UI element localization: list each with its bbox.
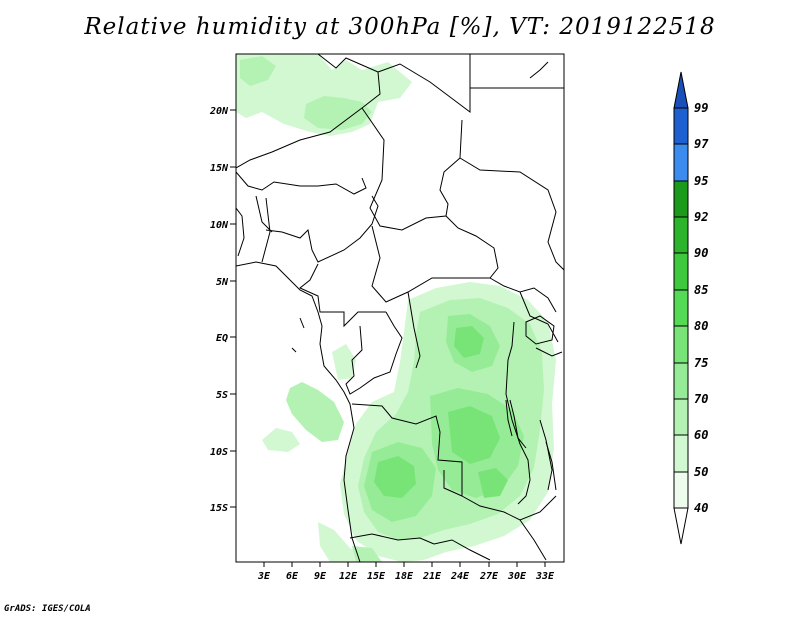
lon-label: 33E <box>535 571 555 582</box>
shade-north-inner <box>304 96 372 130</box>
colorbar-segment <box>673 216 689 254</box>
border-angola-south <box>349 533 435 545</box>
humidity-shading <box>236 54 556 562</box>
chart-title: Relative humidity at 300hPa [%], VT: 201… <box>84 14 716 40</box>
colorbar-segment <box>673 398 689 436</box>
lon-tick-labels: 3E 6E 9E 12E 15E 18E 21E 24E 27E 30E 33E <box>257 571 555 582</box>
colorbar-label: 40 <box>694 501 708 515</box>
lake-victoria <box>525 315 555 345</box>
border-cameroon <box>299 263 386 328</box>
colorbar-segment <box>673 289 689 327</box>
colorbar-top-arrow <box>673 71 689 109</box>
lon-label: 18E <box>395 571 414 582</box>
colorbar-label: 97 <box>694 137 709 151</box>
shade-west-blob-outer <box>262 428 300 452</box>
border-west-africa <box>236 171 367 195</box>
lat-label: 5S <box>216 390 228 401</box>
lon-label: 30E <box>507 571 527 582</box>
border-drc-east <box>505 321 531 505</box>
shade-central-strip <box>332 344 356 380</box>
colorbar-segment <box>673 362 689 400</box>
colorbar-label: 92 <box>694 210 708 224</box>
colorbar-label: 75 <box>694 356 708 370</box>
lat-label: 5N <box>216 277 229 288</box>
border-left-strip <box>236 195 273 257</box>
lon-label: 27E <box>479 571 499 582</box>
shade-peak-1 <box>454 326 484 358</box>
colorbar-label: 95 <box>694 174 708 188</box>
border-south <box>433 519 547 561</box>
lake-malawi <box>545 441 557 491</box>
shade-peak-2 <box>448 406 500 464</box>
coast-gulf <box>291 317 305 353</box>
coast-north-east <box>529 61 549 79</box>
lon-label: 12E <box>339 571 358 582</box>
lat-label: EQ <box>216 333 228 344</box>
border-north-b <box>377 54 471 113</box>
lat-label: 10N <box>210 220 229 231</box>
colorbar-segment <box>673 325 689 364</box>
map-frame <box>235 53 565 563</box>
lon-label: 6E <box>286 571 299 582</box>
lon-label: 21E <box>422 571 442 582</box>
shade-east-lakes <box>512 330 540 380</box>
colorbar-segment <box>673 252 689 291</box>
shade-peak-3 <box>374 456 416 498</box>
credit-text: GrADS: IGES/COLA <box>4 604 91 614</box>
lon-tick-marks <box>263 562 546 567</box>
colorbar-label: 99 <box>694 101 708 115</box>
shade-south-tail <box>318 522 380 562</box>
colorbar-label: 90 <box>694 246 708 260</box>
colorbar-segment <box>673 180 689 218</box>
shade-peak-4 <box>478 468 508 498</box>
lat-tick-labels: 20N 15N 10N 5N EQ 5S 10S 15S <box>209 106 229 514</box>
border-zambia <box>443 470 557 521</box>
border-car <box>371 215 499 303</box>
colorbar-label: 85 <box>694 283 708 297</box>
colorbar-bottom-arrow <box>673 507 689 545</box>
colorbar-label: 80 <box>694 319 708 333</box>
border-chad <box>361 107 463 231</box>
lon-label: 3E <box>257 571 271 582</box>
colorbar-label: 60 <box>694 428 708 442</box>
colorbar-label: 50 <box>694 465 708 479</box>
shade-north-left <box>240 56 276 86</box>
border-east-b <box>535 347 563 491</box>
colorbar: 99 97 95 92 90 85 80 75 70 60 50 40 <box>673 71 709 545</box>
country-borders <box>236 54 564 562</box>
coast-west <box>236 261 361 562</box>
shade-west-blob <box>286 382 344 442</box>
colorbar-segment <box>673 434 689 473</box>
lon-label: 9E <box>314 571 327 582</box>
lake-tanganyika <box>505 399 527 449</box>
lat-label: 10S <box>210 447 228 458</box>
lat-label: 15S <box>210 503 228 514</box>
border-congo <box>345 311 403 395</box>
shade-south-tail-inner <box>352 546 382 562</box>
lon-label: 15E <box>367 571 386 582</box>
border-nigeria <box>261 195 379 263</box>
lat-label: 15N <box>210 163 229 174</box>
lat-label: 20N <box>209 106 229 117</box>
lon-label: 24E <box>450 571 470 582</box>
colorbar-segment <box>673 143 689 182</box>
border-drc-north <box>407 277 557 369</box>
lat-tick-marks <box>230 109 236 508</box>
colorbar-segment <box>673 471 689 509</box>
border-sudan <box>459 157 564 271</box>
border-angola <box>351 403 505 513</box>
colorbar-segment <box>673 107 689 145</box>
colorbar-label: 70 <box>694 392 708 406</box>
